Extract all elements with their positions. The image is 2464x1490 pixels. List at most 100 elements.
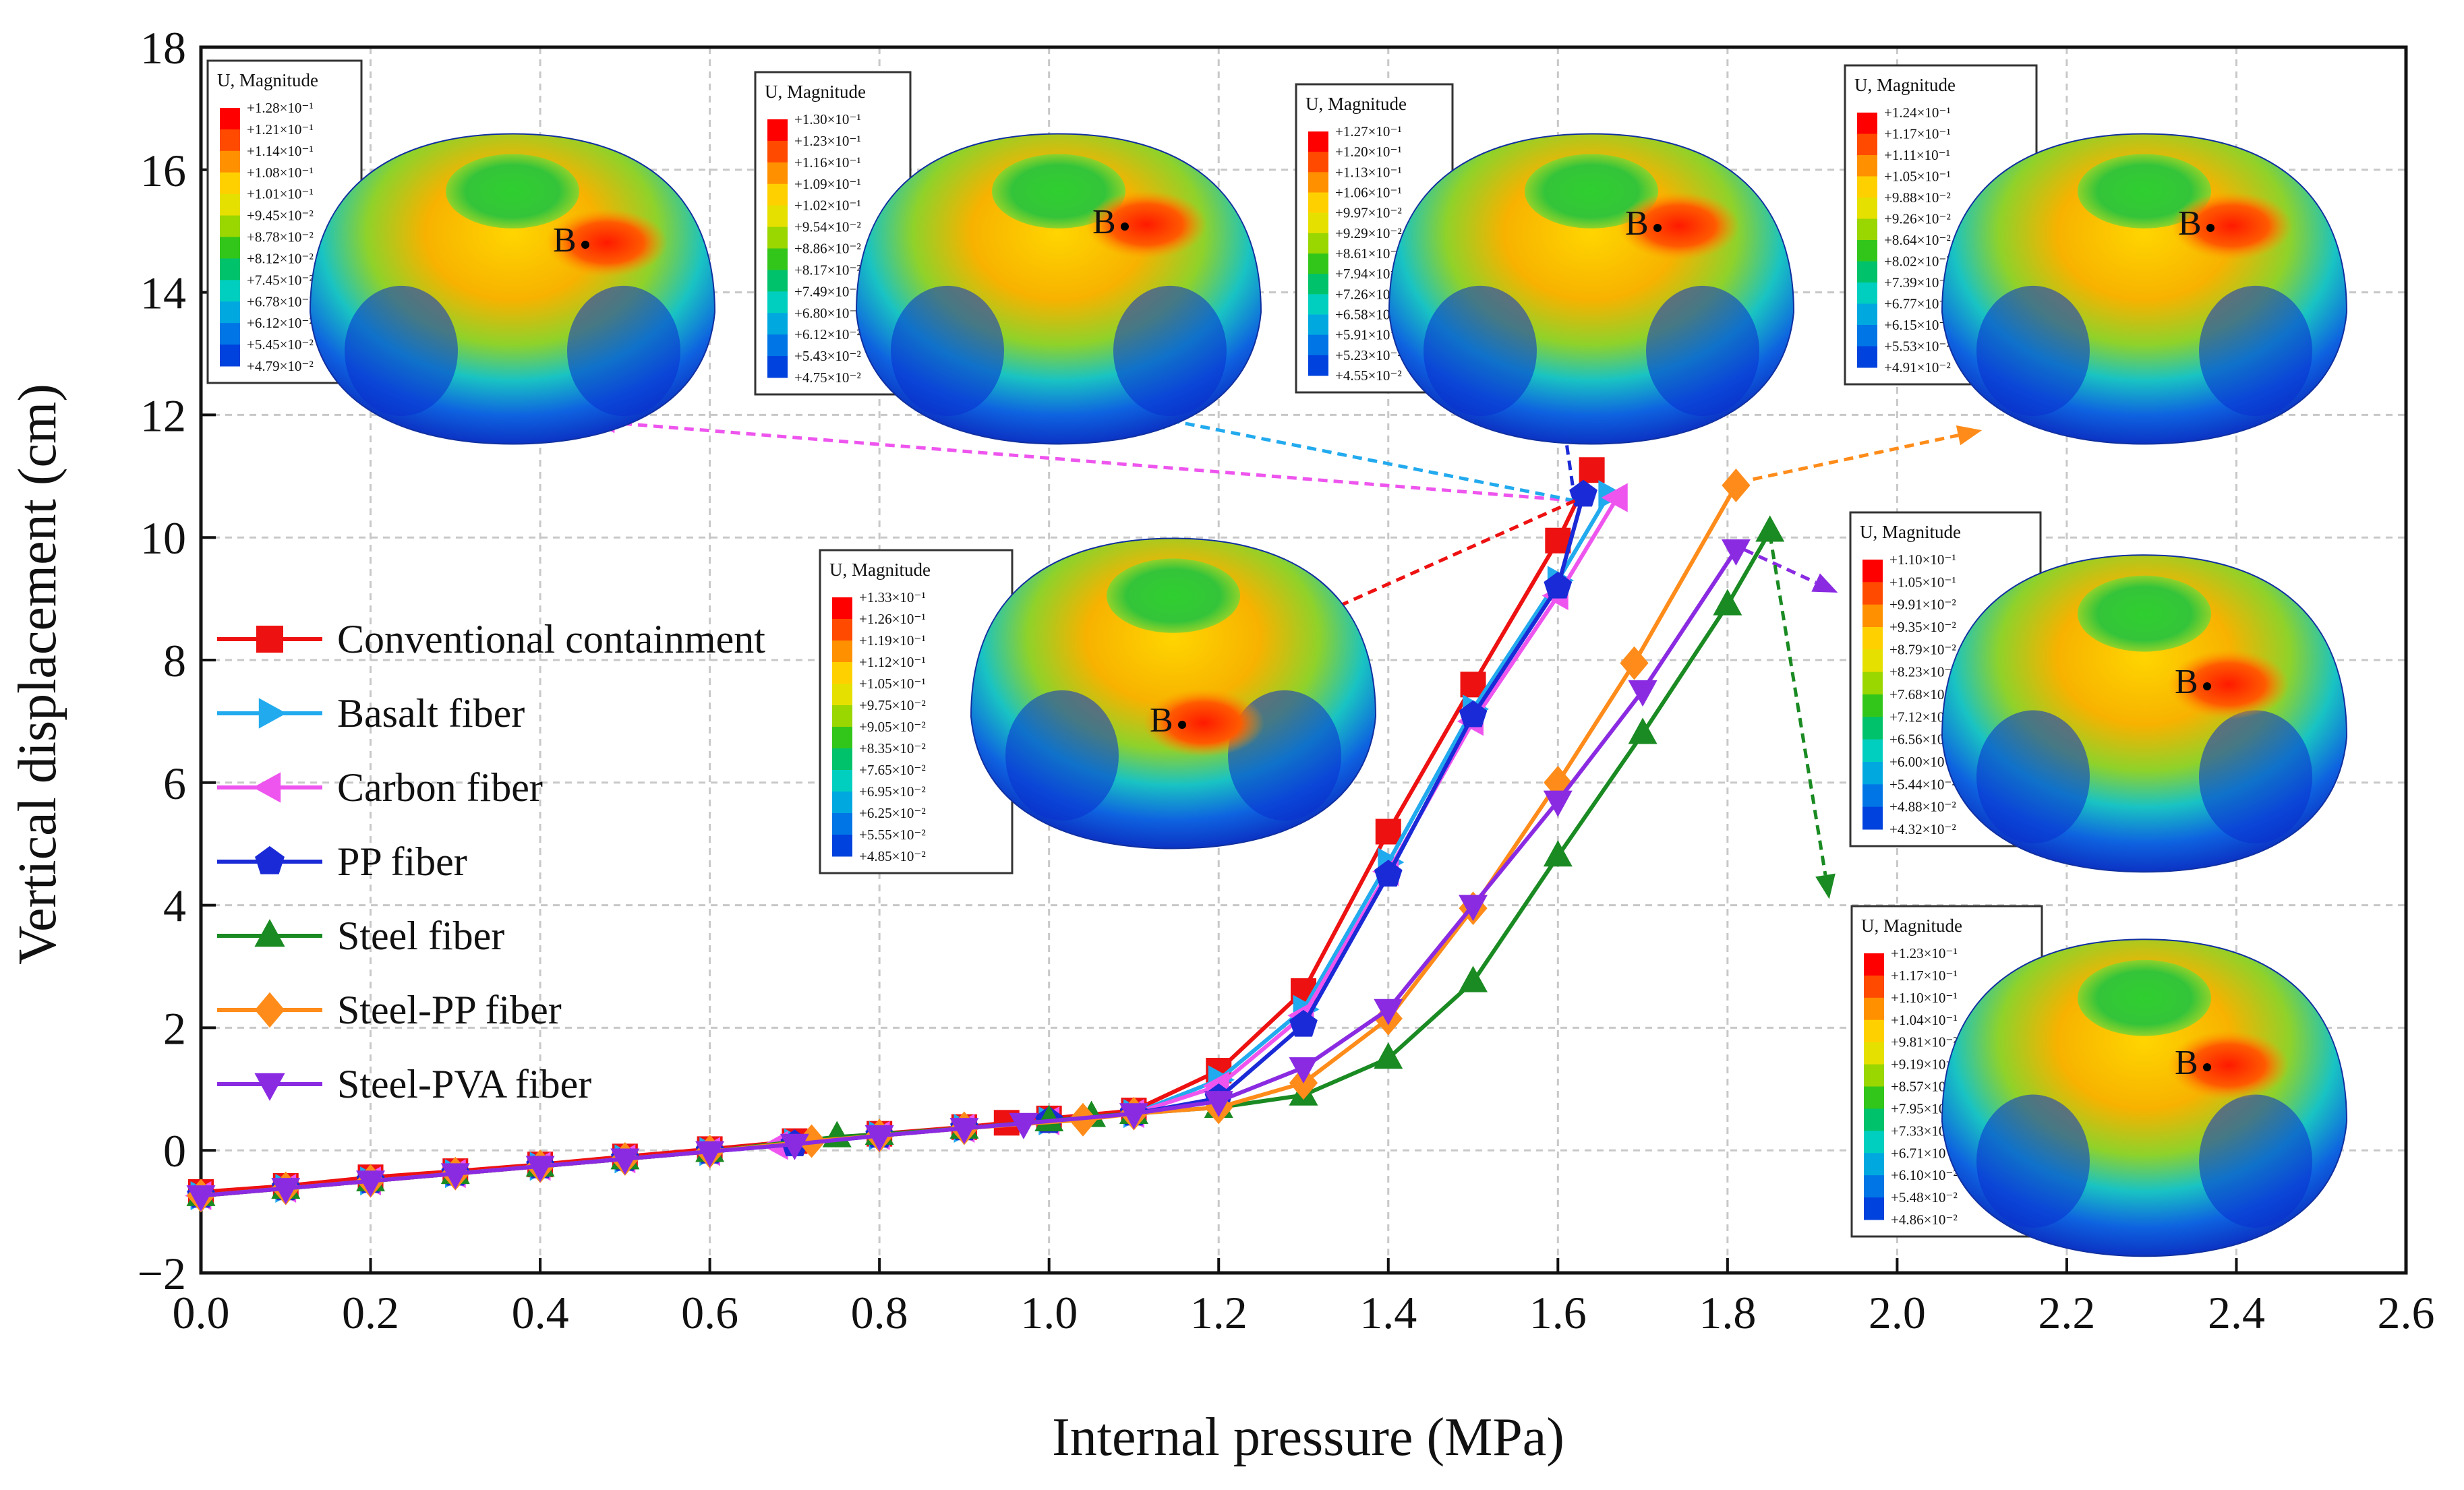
colorbar-swatch <box>1308 131 1328 152</box>
point-b-label: B <box>2175 1044 2198 1082</box>
data-point <box>864 1125 894 1152</box>
legend-item-conventional-containment: Conventional containment <box>217 617 765 661</box>
colorbar-swatch <box>1864 1108 1884 1131</box>
colorbar-label: +5.44×10⁻² <box>1889 776 1956 792</box>
dome-top-zone <box>2078 959 2211 1036</box>
colorbar-swatch <box>1857 133 1877 156</box>
point-b-label: B <box>2175 663 2198 701</box>
colorbar-label: +1.21×10⁻¹ <box>247 121 314 138</box>
colorbar-swatch <box>767 119 788 142</box>
y-tick-label: 14 <box>140 268 186 319</box>
legend-marker <box>255 845 285 874</box>
colorbar-swatch <box>832 640 852 663</box>
colorbar-swatch <box>1862 649 1883 673</box>
x-tick-label: 0.6 <box>681 1287 738 1338</box>
data-point <box>1620 646 1649 680</box>
data-point <box>695 1141 725 1168</box>
colorbar-swatch <box>1864 1131 1884 1154</box>
contour-inset-steel: U, Magnitude +1.23×10⁻¹ +1.17×10⁻¹ +1.10×10… <box>1850 905 2348 1257</box>
colorbar-label: +9.91×10⁻² <box>1889 597 1956 613</box>
data-point <box>1374 1042 1403 1069</box>
colorbar-label: +1.04×10⁻¹ <box>1891 1012 1958 1028</box>
colorbar-label: +9.05×10⁻² <box>859 719 926 735</box>
data-point <box>1579 457 1605 483</box>
colorbar-swatch <box>832 813 852 835</box>
dome-contour: B <box>309 133 716 445</box>
colorbar-swatch <box>1864 1064 1884 1087</box>
colorbar-label: +4.75×10⁻² <box>794 369 861 386</box>
dome-top-zone <box>2078 154 2211 229</box>
colorbar-swatch <box>1308 254 1328 274</box>
colorbar-swatch <box>220 258 240 280</box>
colorbar-label: +1.19×10⁻¹ <box>859 632 926 649</box>
dome-top-zone <box>1107 558 1240 633</box>
y-tick-label: 8 <box>163 635 186 686</box>
colorbar-label: +9.45×10⁻² <box>247 208 314 224</box>
data-point <box>1569 479 1597 507</box>
colorbar-label: +8.86×10⁻² <box>794 241 861 257</box>
arrow-steel-fiber <box>1768 534 1836 899</box>
y-axis-label: Vertical displacement (cm) <box>8 384 67 965</box>
dome-low-zone <box>2199 285 2312 417</box>
dome-top-zone <box>1525 154 1658 229</box>
colorbar-label: +8.64×10⁻² <box>1884 232 1951 248</box>
colorbar-label: +1.05×10⁻¹ <box>859 676 926 692</box>
legend-label: Steel-PP fiber <box>337 988 562 1032</box>
colorbar-swatch <box>832 792 852 814</box>
series-layer <box>185 457 1785 1213</box>
data-point <box>356 1170 386 1197</box>
colorbar-label: +1.26×10⁻¹ <box>859 611 926 627</box>
dome-low-zone <box>891 285 1004 417</box>
colorbar-swatch <box>220 280 240 302</box>
dome-hot-zone <box>2168 649 2289 719</box>
colorbar-label: +5.45×10⁻² <box>247 336 314 353</box>
colorbar-swatch <box>832 705 852 727</box>
data-point <box>1460 672 1486 698</box>
colorbar-swatch <box>767 140 788 163</box>
colorbar-label: +7.49×10⁻² <box>794 283 861 299</box>
colorbar-swatch <box>1862 582 1883 605</box>
colorbar-swatch <box>1862 739 1883 763</box>
colorbar-label: +4.86×10⁻² <box>1891 1212 1958 1228</box>
contour-inset-steelpva: U, Magnitude +1.10×10⁻¹ +1.05×10⁻¹ +9.91×10… <box>1849 511 2348 873</box>
colorbar-swatch <box>220 345 240 367</box>
colorbar-swatch <box>767 227 788 249</box>
colorbar-label: +5.43×10⁻² <box>794 348 861 364</box>
y-tick-label: 16 <box>140 145 186 196</box>
colorbar-label: +1.14×10⁻¹ <box>247 143 314 159</box>
data-point <box>1289 1009 1318 1037</box>
y-tick-label: −2 <box>138 1248 186 1299</box>
legend-label: Basalt fiber <box>337 691 525 736</box>
legend-item-steel-pva-fiber: Steel-PVA fiber <box>217 1062 591 1106</box>
legend-item-basalt-fiber: Basalt fiber <box>217 691 525 736</box>
dome-low-zone <box>345 285 458 417</box>
legend-label: Steel fiber <box>337 914 504 958</box>
colorbar-swatch <box>767 248 788 270</box>
colorbar-label: +6.15×10⁻² <box>1884 317 1951 333</box>
colorbar-label: +9.75×10⁻² <box>859 697 926 713</box>
data-point <box>949 1118 979 1145</box>
point-b-dot <box>2206 224 2214 232</box>
colorbar-swatch <box>220 129 240 152</box>
dome-low-zone <box>2199 710 2312 843</box>
colorbar-label: +6.77×10⁻² <box>1884 296 1951 312</box>
data-point <box>1628 717 1658 744</box>
colorbar-label: +4.85×10⁻² <box>859 848 926 864</box>
colorbar-swatch <box>1308 334 1328 356</box>
dome-contour: B <box>1941 938 2348 1257</box>
data-point <box>1289 1057 1318 1084</box>
dome-hot-zone <box>1618 191 1740 260</box>
data-point <box>1374 860 1403 887</box>
contour-inset-steelpp: U, Magnitude +1.24×10⁻¹ +1.17×10⁻¹ +1.11×10… <box>1844 64 2348 445</box>
dome-low-zone <box>1005 690 1119 821</box>
colorbar-label: +5.53×10⁻² <box>1884 338 1951 355</box>
data-point <box>1374 999 1403 1025</box>
point-b-label: B <box>1150 701 1173 740</box>
x-tick-label: 2.2 <box>2038 1287 2095 1338</box>
dome-top-zone <box>2078 575 2211 652</box>
dome-contour: B <box>1388 133 1795 445</box>
colorbar-swatch <box>1864 975 1884 999</box>
colorbar-swatch <box>1862 672 1883 695</box>
y-tick-label: 6 <box>163 758 186 809</box>
x-tick-label: 2.0 <box>1869 1287 1926 1338</box>
